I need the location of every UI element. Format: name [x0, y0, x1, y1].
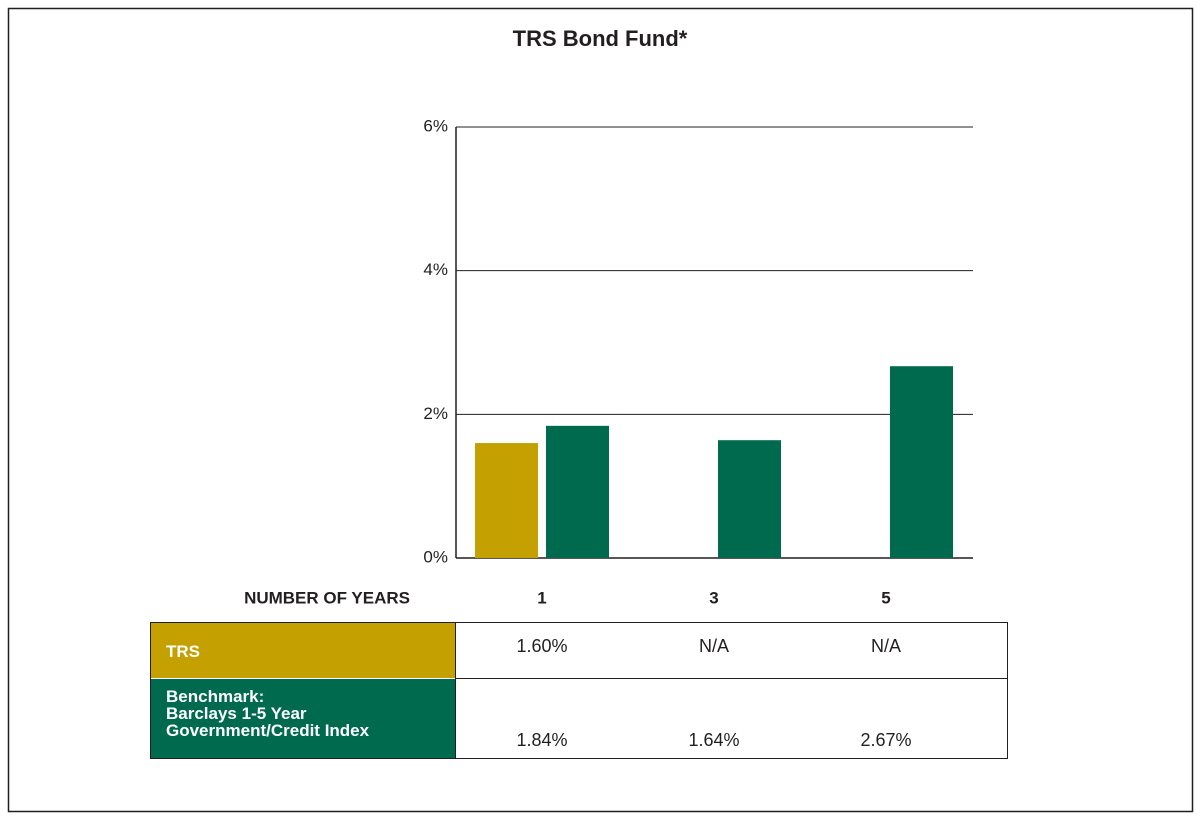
bar: [718, 440, 781, 558]
y-tick-label: 0%: [423, 547, 448, 566]
x-tick-label: 3: [709, 588, 718, 607]
y-tick-label: 6%: [423, 116, 448, 135]
table-value: 2.67%: [860, 730, 912, 750]
bar: [546, 425, 609, 558]
legend-label: Benchmark: Barclays 1-5 Year Government/…: [166, 687, 370, 740]
y-tick-label: 2%: [423, 404, 448, 423]
table-value: N/A: [870, 636, 901, 656]
chart-title: TRS Bond Fund*: [513, 26, 688, 51]
table-border: [150, 622, 1008, 759]
table-value: 1.64%: [688, 730, 740, 750]
table-value: 1.84%: [516, 730, 568, 750]
bar: [890, 366, 953, 558]
table-value: 1.60%: [516, 636, 568, 656]
bar: [475, 443, 538, 558]
legend-label: TRS: [166, 642, 200, 661]
x-tick-label: 1: [537, 588, 546, 607]
legend-swatch: [151, 623, 455, 678]
y-tick-label: 4%: [423, 260, 448, 279]
x-axis-label: NUMBER OF YEARS: [244, 588, 410, 607]
frame: [7, 7, 1194, 813]
table-value: N/A: [698, 636, 729, 656]
legend-swatch: [151, 679, 455, 758]
x-tick-label: 5: [881, 588, 890, 607]
